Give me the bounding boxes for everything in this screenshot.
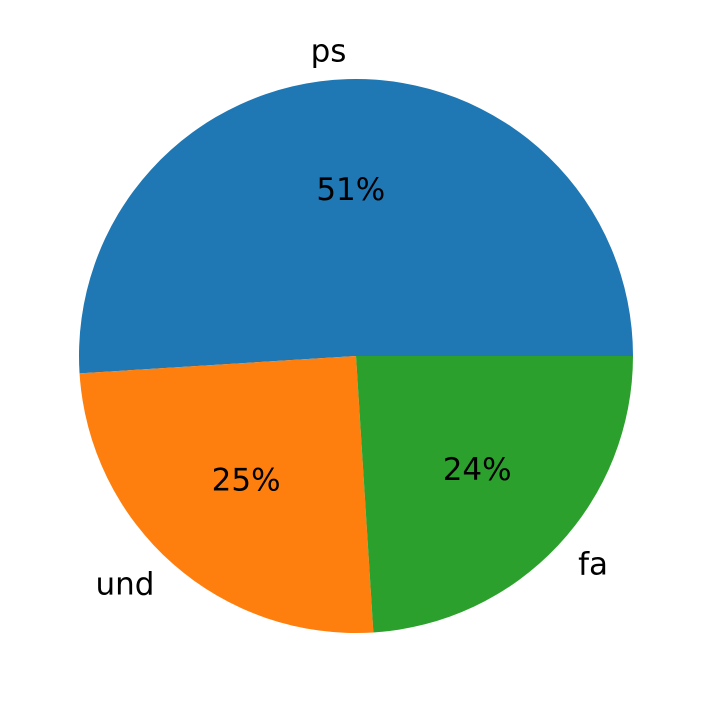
slice-label: ps	[311, 33, 347, 69]
pie-slice	[79, 356, 374, 634]
percent-label: 51%	[316, 172, 385, 208]
pie-slice	[78, 78, 634, 374]
pie-slice	[356, 356, 633, 633]
percent-label: 24%	[443, 452, 512, 488]
slice-label: und	[96, 567, 155, 603]
slice-label: fa	[578, 547, 608, 583]
percent-label: 25%	[212, 463, 281, 499]
